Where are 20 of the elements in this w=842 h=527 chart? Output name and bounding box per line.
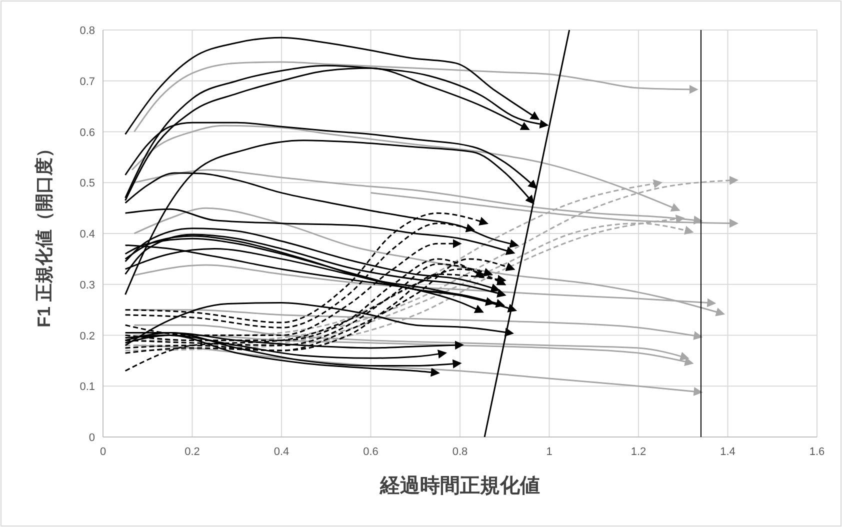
x-tick-label: 0.8 (452, 446, 468, 458)
y-axis-title: F1 正規化値（開口度） (34, 139, 54, 328)
y-tick-label: 0.7 (80, 76, 95, 88)
x-tick-label: 1 (546, 446, 552, 458)
x-axis-title: 経過時間正規化値 (379, 475, 540, 497)
y-tick-label: 0 (88, 432, 95, 444)
x-tick-label: 0 (100, 446, 106, 458)
x-tick-label: 1.4 (720, 446, 736, 458)
y-tick-label: 0.8 (80, 25, 95, 37)
x-tick-label: 1.6 (809, 446, 825, 458)
y-tick-label: 0.2 (80, 330, 95, 342)
x-tick-label: 0.6 (363, 446, 378, 458)
x-tick-label: 0.2 (184, 446, 200, 458)
x-tick-label: 0.4 (274, 446, 290, 458)
x-tick-label: 1.2 (630, 446, 646, 458)
y-tick-label: 0.3 (80, 279, 95, 292)
y-tick-label: 0.6 (80, 126, 95, 139)
y-tick-label: 0.4 (80, 228, 95, 240)
y-tick-label: 0.5 (80, 178, 95, 190)
y-tick-label: 0.1 (80, 381, 95, 394)
